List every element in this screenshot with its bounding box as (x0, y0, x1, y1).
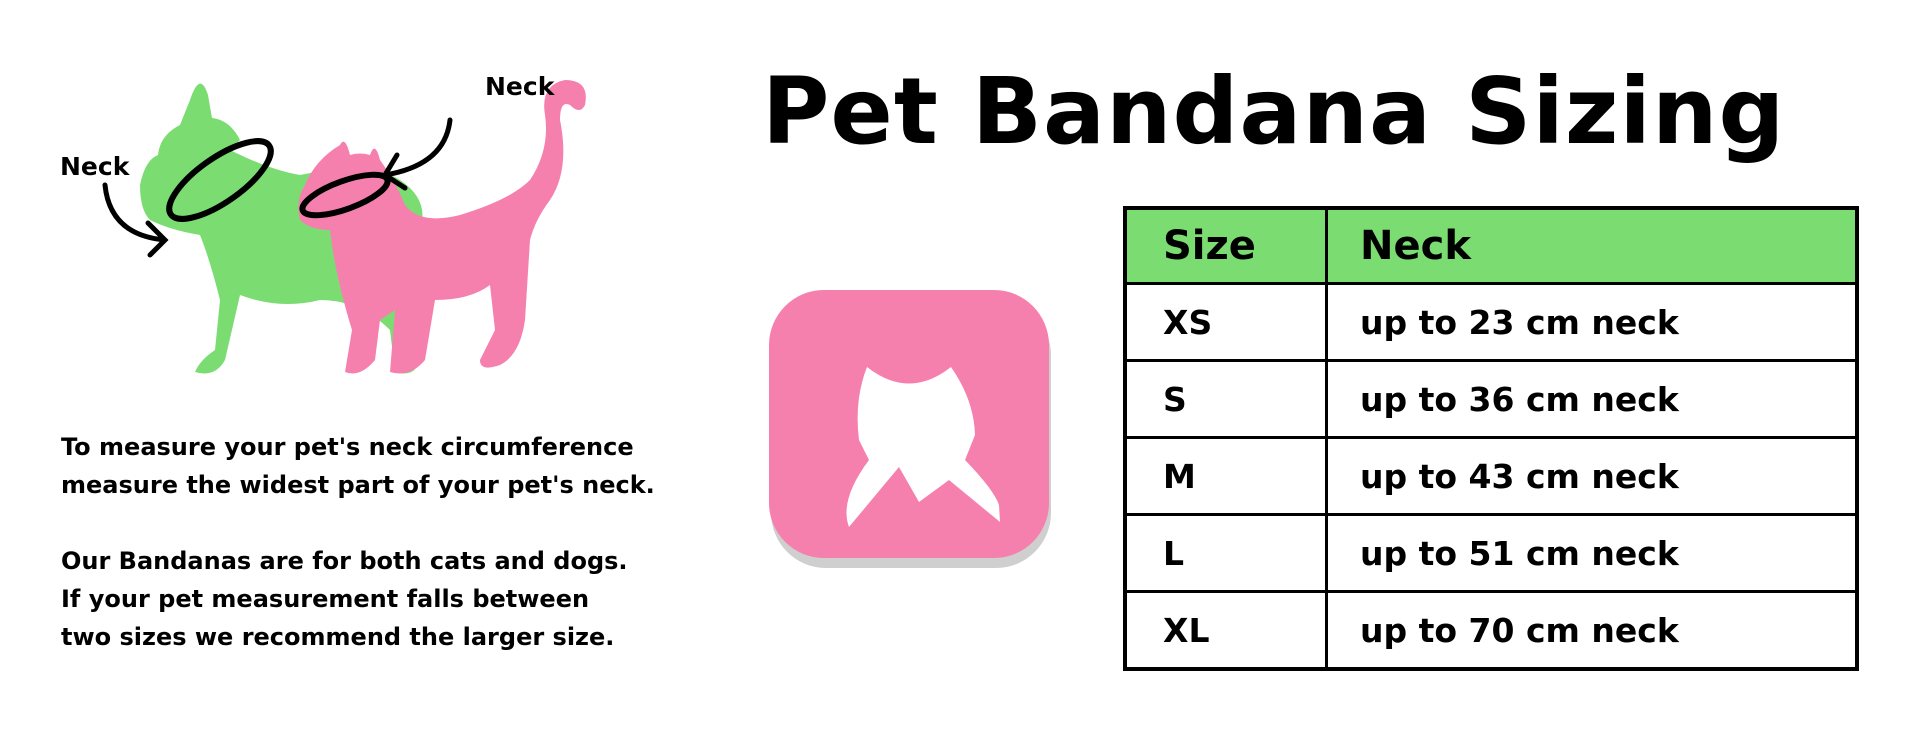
table-row: L up to 51 cm neck (1123, 513, 1859, 593)
table-row: XL up to 70 cm neck (1123, 590, 1859, 671)
arrow-left-icon (102, 182, 169, 258)
instruction-line: measure the widest part of your pet's ne… (61, 471, 655, 499)
neck-cell: up to 23 cm neck (1325, 282, 1859, 362)
table-header-row: Size Neck (1123, 206, 1859, 285)
size-cell: M (1123, 436, 1328, 516)
size-table: Size Neck XS up to 23 cm neck S up to 36… (1123, 206, 1859, 671)
measurement-instructions: To measure your pet's neck circumference… (61, 428, 701, 694)
neck-cell: up to 43 cm neck (1325, 436, 1859, 516)
pet-illustration: Neck Neck (40, 60, 740, 390)
instruction-line: To measure your pet's neck circumference (61, 433, 634, 461)
instruction-paragraph-1: To measure your pet's neck circumference… (61, 428, 701, 504)
bandana-icon (769, 290, 1053, 569)
cat-silhouette (298, 80, 586, 374)
neck-label-dog: Neck (60, 152, 130, 181)
dog-collar-icon (166, 138, 274, 222)
size-cell: XS (1123, 282, 1328, 362)
instruction-line: If your pet measurement falls between (61, 585, 590, 613)
arrow-right-icon (381, 117, 453, 191)
page-title: Pet Bandana Sizing (762, 58, 1786, 165)
dog-cat-silhouettes (102, 80, 586, 374)
table-row: S up to 36 cm neck (1123, 359, 1859, 439)
neck-cell: up to 36 cm neck (1325, 359, 1859, 439)
instruction-line: two sizes we recommend the larger size. (61, 623, 615, 651)
instruction-paragraph-2: Our Bandanas are for both cats and dogs.… (61, 542, 701, 656)
size-cell: L (1123, 513, 1328, 593)
cat-collar-icon (299, 171, 391, 219)
size-cell: XL (1123, 590, 1328, 671)
neck-label-cat: Neck (485, 72, 555, 101)
table-row: XS up to 23 cm neck (1123, 282, 1859, 362)
table-row: M up to 43 cm neck (1123, 436, 1859, 516)
header-neck: Neck (1325, 206, 1859, 285)
size-cell: S (1123, 359, 1328, 439)
header-size: Size (1123, 206, 1328, 285)
neck-cell: up to 51 cm neck (1325, 513, 1859, 593)
instruction-line: Our Bandanas are for both cats and dogs. (61, 547, 628, 575)
neck-cell: up to 70 cm neck (1325, 590, 1859, 671)
